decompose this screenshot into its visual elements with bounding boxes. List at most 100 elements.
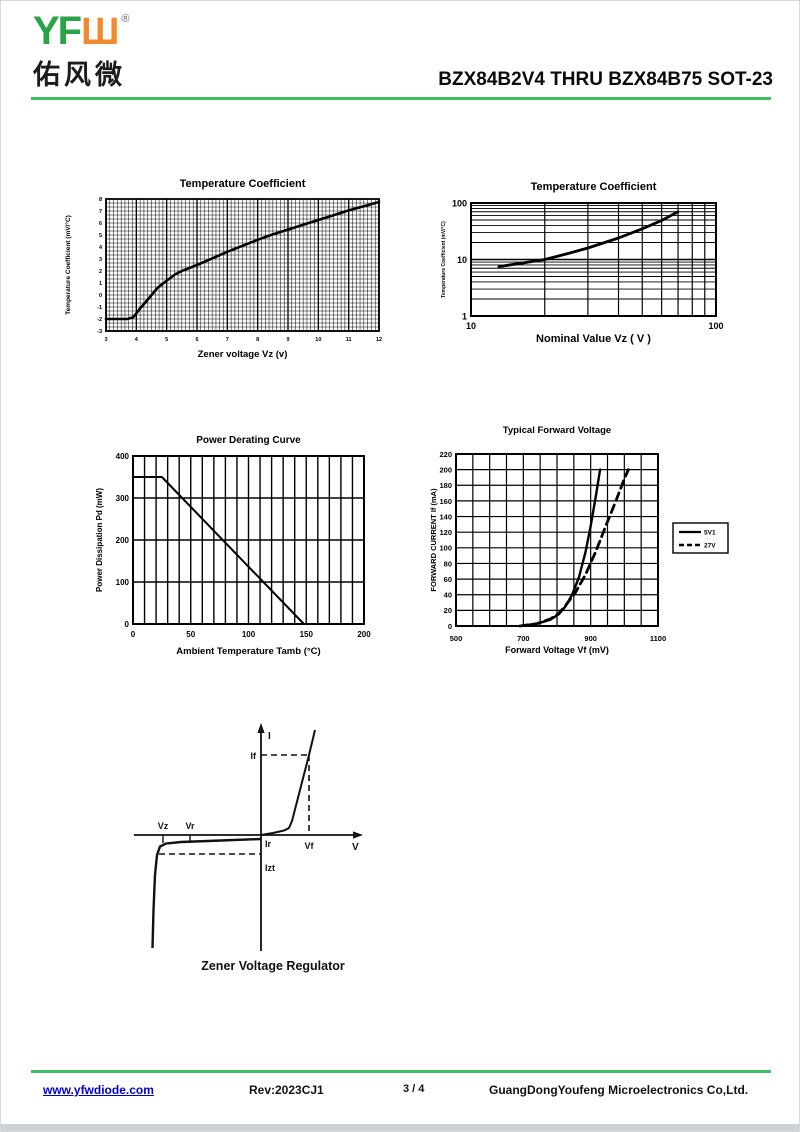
label-voltage-axis: V xyxy=(352,842,359,853)
header-divider xyxy=(31,97,771,100)
y-axis-label: Temperature Coefficient (mV/°C) xyxy=(64,215,72,315)
registered-trademark-icon: ® xyxy=(121,13,130,25)
y-tick-label: -1 xyxy=(97,305,102,311)
y-tick-label: 3 xyxy=(99,257,102,263)
forward-curve xyxy=(260,729,316,836)
x-tick-label: 6 xyxy=(195,337,198,343)
y-tick-label: 10 xyxy=(457,255,467,265)
company-name: GuangDongYoufeng Microelectronics Co,Ltd… xyxy=(489,1083,749,1097)
y-tick-label: 400 xyxy=(116,452,130,461)
y-tick-label: 8 xyxy=(99,197,102,203)
label-vz: Vz xyxy=(158,821,169,831)
y-tick-label: 120 xyxy=(439,528,452,537)
chart-canvas: 3 4 5 6 7 8 9 10 11 12-3-2-1012345678Temperature … xyxy=(64,178,382,360)
label-vf: Vf xyxy=(305,841,315,851)
y-tick-label: 300 xyxy=(116,494,130,503)
chart-title: Temperature Coefficient xyxy=(180,178,306,190)
y-tick-label: 100 xyxy=(452,198,467,208)
series-temperature-coefficient xyxy=(497,210,680,268)
tick-labels: 500 700 900 1100 0 20 40 60 80 100 120 140 160 180 200… xyxy=(439,450,666,643)
y-tick-label: 5 xyxy=(99,233,102,239)
plot-frame xyxy=(105,198,380,332)
grid xyxy=(105,198,380,332)
y-axis-label: Temperature Coefficient (mV/°C) xyxy=(441,221,447,298)
x-tick-label: 9 xyxy=(286,337,289,343)
y-axis-label: Power Dissipation Pd (mW) xyxy=(95,488,104,592)
y-tick-label: 20 xyxy=(444,606,452,615)
website-link[interactable]: www.yfwdiode.com xyxy=(43,1083,154,1097)
y-tick-label: 200 xyxy=(439,465,452,474)
legend-label-5V1: 5V1 xyxy=(704,530,716,537)
logo-chinese-name: 佑风微 xyxy=(33,60,126,90)
y-tick-label: 0 xyxy=(448,622,452,631)
x-axis-label: Zener voltage Vz (v) xyxy=(198,349,288,360)
chart-title: Power Derating Curve xyxy=(196,435,301,446)
y-tick-label: 60 xyxy=(444,575,452,584)
x-tick-label: 150 xyxy=(300,630,314,639)
x-tick-label: 500 xyxy=(450,634,463,643)
x-tick-label: 10 xyxy=(466,321,476,331)
page-bottom-edge xyxy=(1,1124,799,1131)
zener-diagram-caption: Zener Voltage Regulator xyxy=(201,959,345,973)
y-tick-label: 1 xyxy=(99,281,102,287)
label-vr: Vr xyxy=(185,821,195,831)
axis-arrow-up-icon xyxy=(257,723,265,733)
x-tick-label: 700 xyxy=(517,634,530,643)
y-tick-label: 4 xyxy=(99,245,103,251)
y-tick-label: 160 xyxy=(439,497,452,506)
y-tick-label: 7 xyxy=(99,209,102,215)
x-tick-label: 100 xyxy=(242,630,256,639)
chart-canvas: 0 50 100 150 200 0 100 200 300 400 Power Derating … xyxy=(95,435,372,657)
x-tick-label: 900 xyxy=(584,634,597,643)
x-tick-label: 11 xyxy=(346,337,352,343)
x-tick-label: 4 xyxy=(135,337,139,343)
y-tick-label: 1 xyxy=(462,311,467,321)
page-number: 3 / 4 xyxy=(403,1083,425,1095)
y-tick-label: -2 xyxy=(97,317,102,323)
chart-temperature-coefficient-linear: 3 4 5 6 7 8 9 10 11 12 -3 -2 -1 0 1 2 3 4 5 6 7 8 Temperature … xyxy=(56,171,396,374)
tick-labels: 0 50 100 150 200 0 100 200 300 400 xyxy=(116,452,372,639)
y-tick-label: 0 xyxy=(99,293,102,299)
y-tick-label: 0 xyxy=(125,620,130,629)
y-tick-label: -3 xyxy=(97,329,102,335)
logo-text-w: Ш xyxy=(81,11,120,53)
label-ir: Ir xyxy=(265,839,272,849)
y-tick-label: 6 xyxy=(99,221,102,227)
y-tick-label: 140 xyxy=(439,512,452,521)
page-title: BZX84B2V4 THRU BZX84B75 SOT-23 xyxy=(438,69,773,90)
chart-typical-forward-voltage: 500 700 900 1100 0 20 40 60 80 100 120 140 160 180 200… xyxy=(426,414,758,669)
grid xyxy=(455,453,659,627)
x-tick-label: 200 xyxy=(357,630,371,639)
y-tick-label: 80 xyxy=(444,559,452,568)
y-axis-label: FORWARD CURRENT If (mA) xyxy=(429,488,438,592)
x-axis-label: Nominal Value Vz ( V ) xyxy=(536,333,651,345)
axis-arrow-right-icon xyxy=(353,831,363,839)
logo-text-yf: YF xyxy=(33,9,82,53)
series-power-dissipation xyxy=(132,476,305,625)
logo-wordmark: YFШ ® xyxy=(33,11,129,51)
x-tick-label: 3 xyxy=(104,337,107,343)
series-27V xyxy=(518,468,630,628)
x-tick-label: 10 xyxy=(315,337,321,343)
x-tick-label: 100 xyxy=(708,321,723,331)
x-tick-label: 5 xyxy=(165,337,168,343)
x-tick-label: 50 xyxy=(186,630,195,639)
zener-regulator-diagram: I V If Vf Ir Izt Vz Vr xyxy=(134,723,363,951)
plot-frame xyxy=(132,455,365,625)
y-tick-label: 180 xyxy=(439,481,452,490)
legend: 5V1 27V xyxy=(672,522,729,554)
x-tick-label: 0 xyxy=(131,630,136,639)
x-axis-label: Forward Voltage Vf (mV) xyxy=(505,645,609,655)
label-if: If xyxy=(251,751,258,761)
x-tick-label: 7 xyxy=(226,337,229,343)
plot-frame xyxy=(470,202,717,317)
revision-label: Rev:2023CJ1 xyxy=(249,1083,324,1097)
x-tick-label: 8 xyxy=(256,337,259,343)
label-current-axis: I xyxy=(268,731,271,742)
chart-canvas: 500 700 900 1100 0 20 40 60 80 100 120 140 160 180 200… xyxy=(429,425,729,655)
y-tick-label: 2 xyxy=(99,269,102,275)
